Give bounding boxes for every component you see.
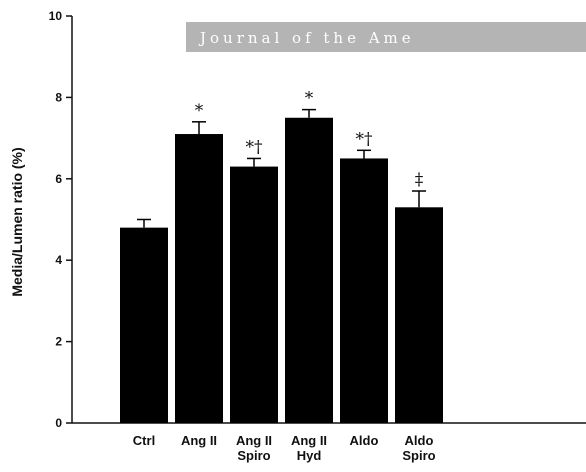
- y-tick-label: 2: [55, 335, 62, 349]
- significance-marker: *†: [246, 137, 264, 157]
- significance-marker: *†: [356, 129, 374, 149]
- category-label-line: Ctrl: [133, 433, 155, 448]
- category-label-line: Aldo: [405, 433, 434, 448]
- category-label-line: Ang II: [236, 433, 272, 448]
- category-label: Ang II Spiro: [236, 433, 272, 463]
- significance-marker: *: [195, 101, 204, 121]
- significance-marker: ‡: [415, 170, 424, 190]
- journal-watermark: Journal of the Ame: [186, 22, 586, 52]
- category-label-line: Spiro: [237, 448, 270, 463]
- bar: [285, 117, 333, 423]
- category-label-line: Aldo: [350, 433, 379, 448]
- y-tick-label: 4: [55, 253, 62, 267]
- bar: [175, 134, 223, 423]
- significance-marker: *: [305, 89, 314, 109]
- category-label: Aldo: [350, 433, 379, 448]
- category-label-line: Ang II: [181, 433, 217, 448]
- bar: [340, 158, 388, 423]
- y-tick-label: 8: [55, 90, 62, 104]
- y-tick-label: 6: [55, 172, 62, 186]
- category-label-line: Ang II: [291, 433, 327, 448]
- y-tick-label: 0: [55, 416, 62, 430]
- category-label: Ang II Hyd: [291, 433, 327, 463]
- category-label: Ang II: [181, 433, 217, 448]
- category-label: Aldo Spiro: [402, 433, 435, 463]
- y-tick-label: 10: [49, 9, 63, 23]
- category-label-line: Hyd: [297, 448, 322, 463]
- watermark-banner: [186, 22, 586, 52]
- bar: [120, 227, 168, 423]
- bar: [230, 166, 278, 423]
- watermark-text: Journal of the Ame: [198, 29, 415, 47]
- y-axis-label: Media/Lumen ratio (%): [9, 147, 25, 296]
- bar: [395, 207, 443, 423]
- category-label-line: Spiro: [402, 448, 435, 463]
- category-label: Ctrl: [133, 433, 155, 448]
